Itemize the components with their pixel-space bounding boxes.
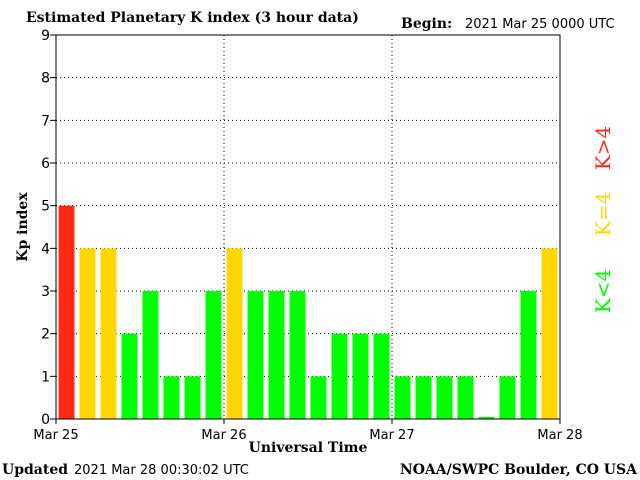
grid-lines [56, 35, 560, 419]
updated-label: Updated [2, 462, 68, 478]
kp-bar [121, 333, 138, 419]
kp-bar [457, 376, 474, 419]
x-tick-label: Mar 25 [33, 428, 78, 443]
kp-bar [394, 376, 411, 419]
y-tick-label: 2 [41, 327, 50, 343]
kp-bar [373, 333, 390, 419]
y-tick-labels: 0 1 2 3 4 5 6 7 8 9 [41, 28, 56, 428]
kp-bar [205, 291, 222, 419]
y-tick-label: 8 [41, 71, 50, 87]
kp-bar [226, 248, 243, 419]
y-tick-label: 7 [41, 113, 50, 129]
kp-bar [163, 376, 180, 419]
kp-bar [310, 376, 327, 419]
x-tick-label: Mar 28 [537, 428, 582, 443]
kp-bar [142, 291, 159, 419]
y-tick-label: 1 [41, 369, 50, 385]
kp-bar [352, 333, 369, 419]
y-tick-label: 3 [41, 284, 50, 300]
y-tick-label: 0 [41, 412, 50, 428]
x-tick-labels: Mar 25 Mar 26 Mar 27 Mar 28 [33, 419, 583, 443]
y-axis-label: Kp index [15, 192, 31, 262]
kp-bar [541, 248, 558, 419]
kp-bar [415, 376, 432, 419]
y-tick-label: 5 [41, 199, 50, 215]
kp-bar [520, 291, 537, 419]
kp-bar [268, 291, 285, 419]
chart-title: Estimated Planetary K index (3 hour data… [26, 10, 359, 26]
y-tick-label: 9 [41, 28, 50, 44]
kp-bar [499, 376, 516, 419]
begin-label: Begin: [401, 16, 452, 32]
x-tick-label: Mar 26 [201, 428, 246, 443]
kp-bar [79, 248, 96, 419]
kp-bar [331, 333, 348, 419]
y-tick-label: 6 [41, 156, 50, 172]
kp-bar [436, 376, 453, 419]
x-axis-label: Universal Time [249, 440, 368, 456]
legend-k-equal-4: K=4 [591, 192, 615, 236]
legend-k-greater-4: K>4 [591, 126, 615, 170]
kp-bar [184, 376, 201, 419]
plot-frame [55, 34, 561, 420]
begin-value: 2021 Mar 25 0000 UTC [465, 17, 615, 32]
source-credit: NOAA/SWPC Boulder, CO USA [400, 462, 638, 478]
kp-bar [100, 248, 117, 419]
kp-bar [247, 291, 264, 419]
kp-bar [58, 205, 75, 419]
x-tick-label: Mar 27 [369, 428, 414, 443]
legend-k-less-4: K<4 [591, 269, 615, 313]
kp-bar [289, 291, 306, 419]
y-tick-label: 4 [41, 241, 50, 257]
updated-value: 2021 Mar 28 00:30:02 UTC [74, 463, 249, 478]
bar-series [58, 205, 558, 419]
kp-bar [478, 416, 495, 419]
